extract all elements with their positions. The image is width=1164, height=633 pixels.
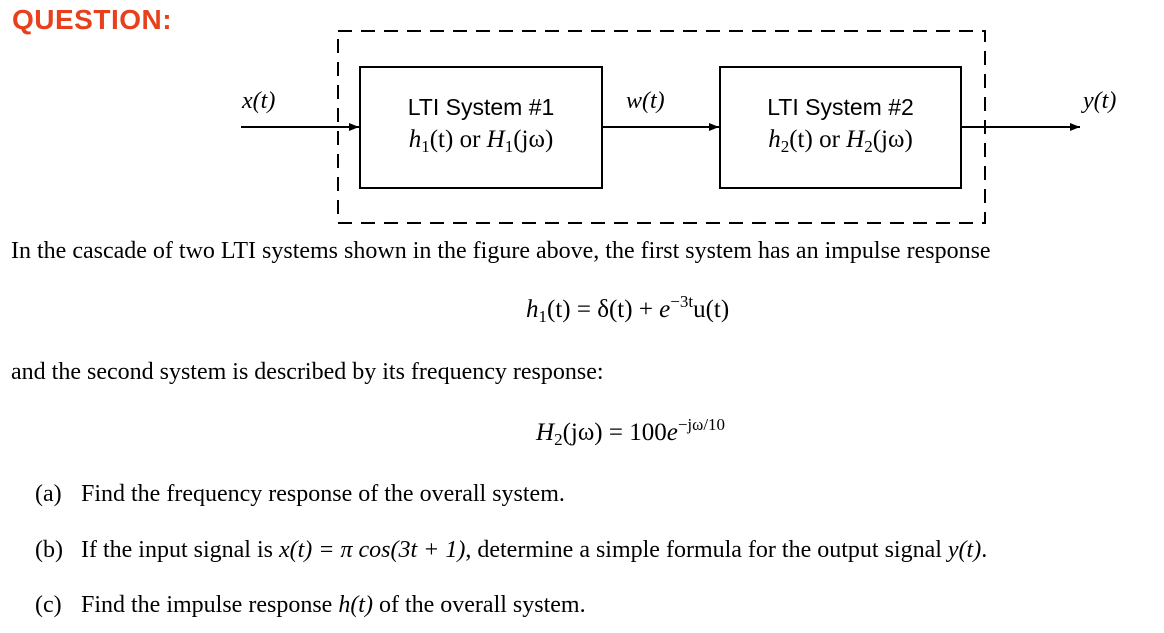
system1-box — [359, 66, 603, 189]
impulse-response-equation: h1(t) = δ(t) + e−3tu(t) — [526, 292, 730, 326]
system2-box — [719, 66, 962, 189]
cascade-block-diagram — [241, 30, 1080, 224]
system1-response: h1(t) or H1(jω) — [408, 126, 554, 156]
question-item-a: (a) Find the frequency response of the ov… — [35, 481, 565, 508]
intro-paragraph: In the cascade of two LTI systems shown … — [11, 238, 991, 264]
item-text: Find the frequency response of the overa… — [81, 481, 565, 507]
middle-paragraph: and the second system is described by it… — [11, 359, 604, 385]
output-signal-label: y(t) — [1083, 88, 1117, 114]
question-item-b: (b) If the input signal is x(t) = π cos(3… — [35, 537, 988, 563]
question-heading: QUESTION: — [12, 4, 173, 35]
system2-title: LTI System #2 — [767, 94, 914, 120]
frequency-response-equation: H2(jω) = 100e−jω/10 — [536, 415, 726, 449]
item-label: (a) — [35, 481, 62, 507]
input-signal-label: x(t) — [242, 88, 276, 114]
system2-response: h2(t) or H2(jω) — [768, 126, 913, 156]
intermediate-signal-label: w(t) — [626, 88, 665, 114]
system1-title: LTI System #1 — [407, 94, 555, 120]
question-item-c: (c) Find the impulse response h(t) of the… — [35, 592, 586, 618]
item-label: (c) — [35, 592, 62, 618]
item-label: (b) — [35, 537, 63, 563]
